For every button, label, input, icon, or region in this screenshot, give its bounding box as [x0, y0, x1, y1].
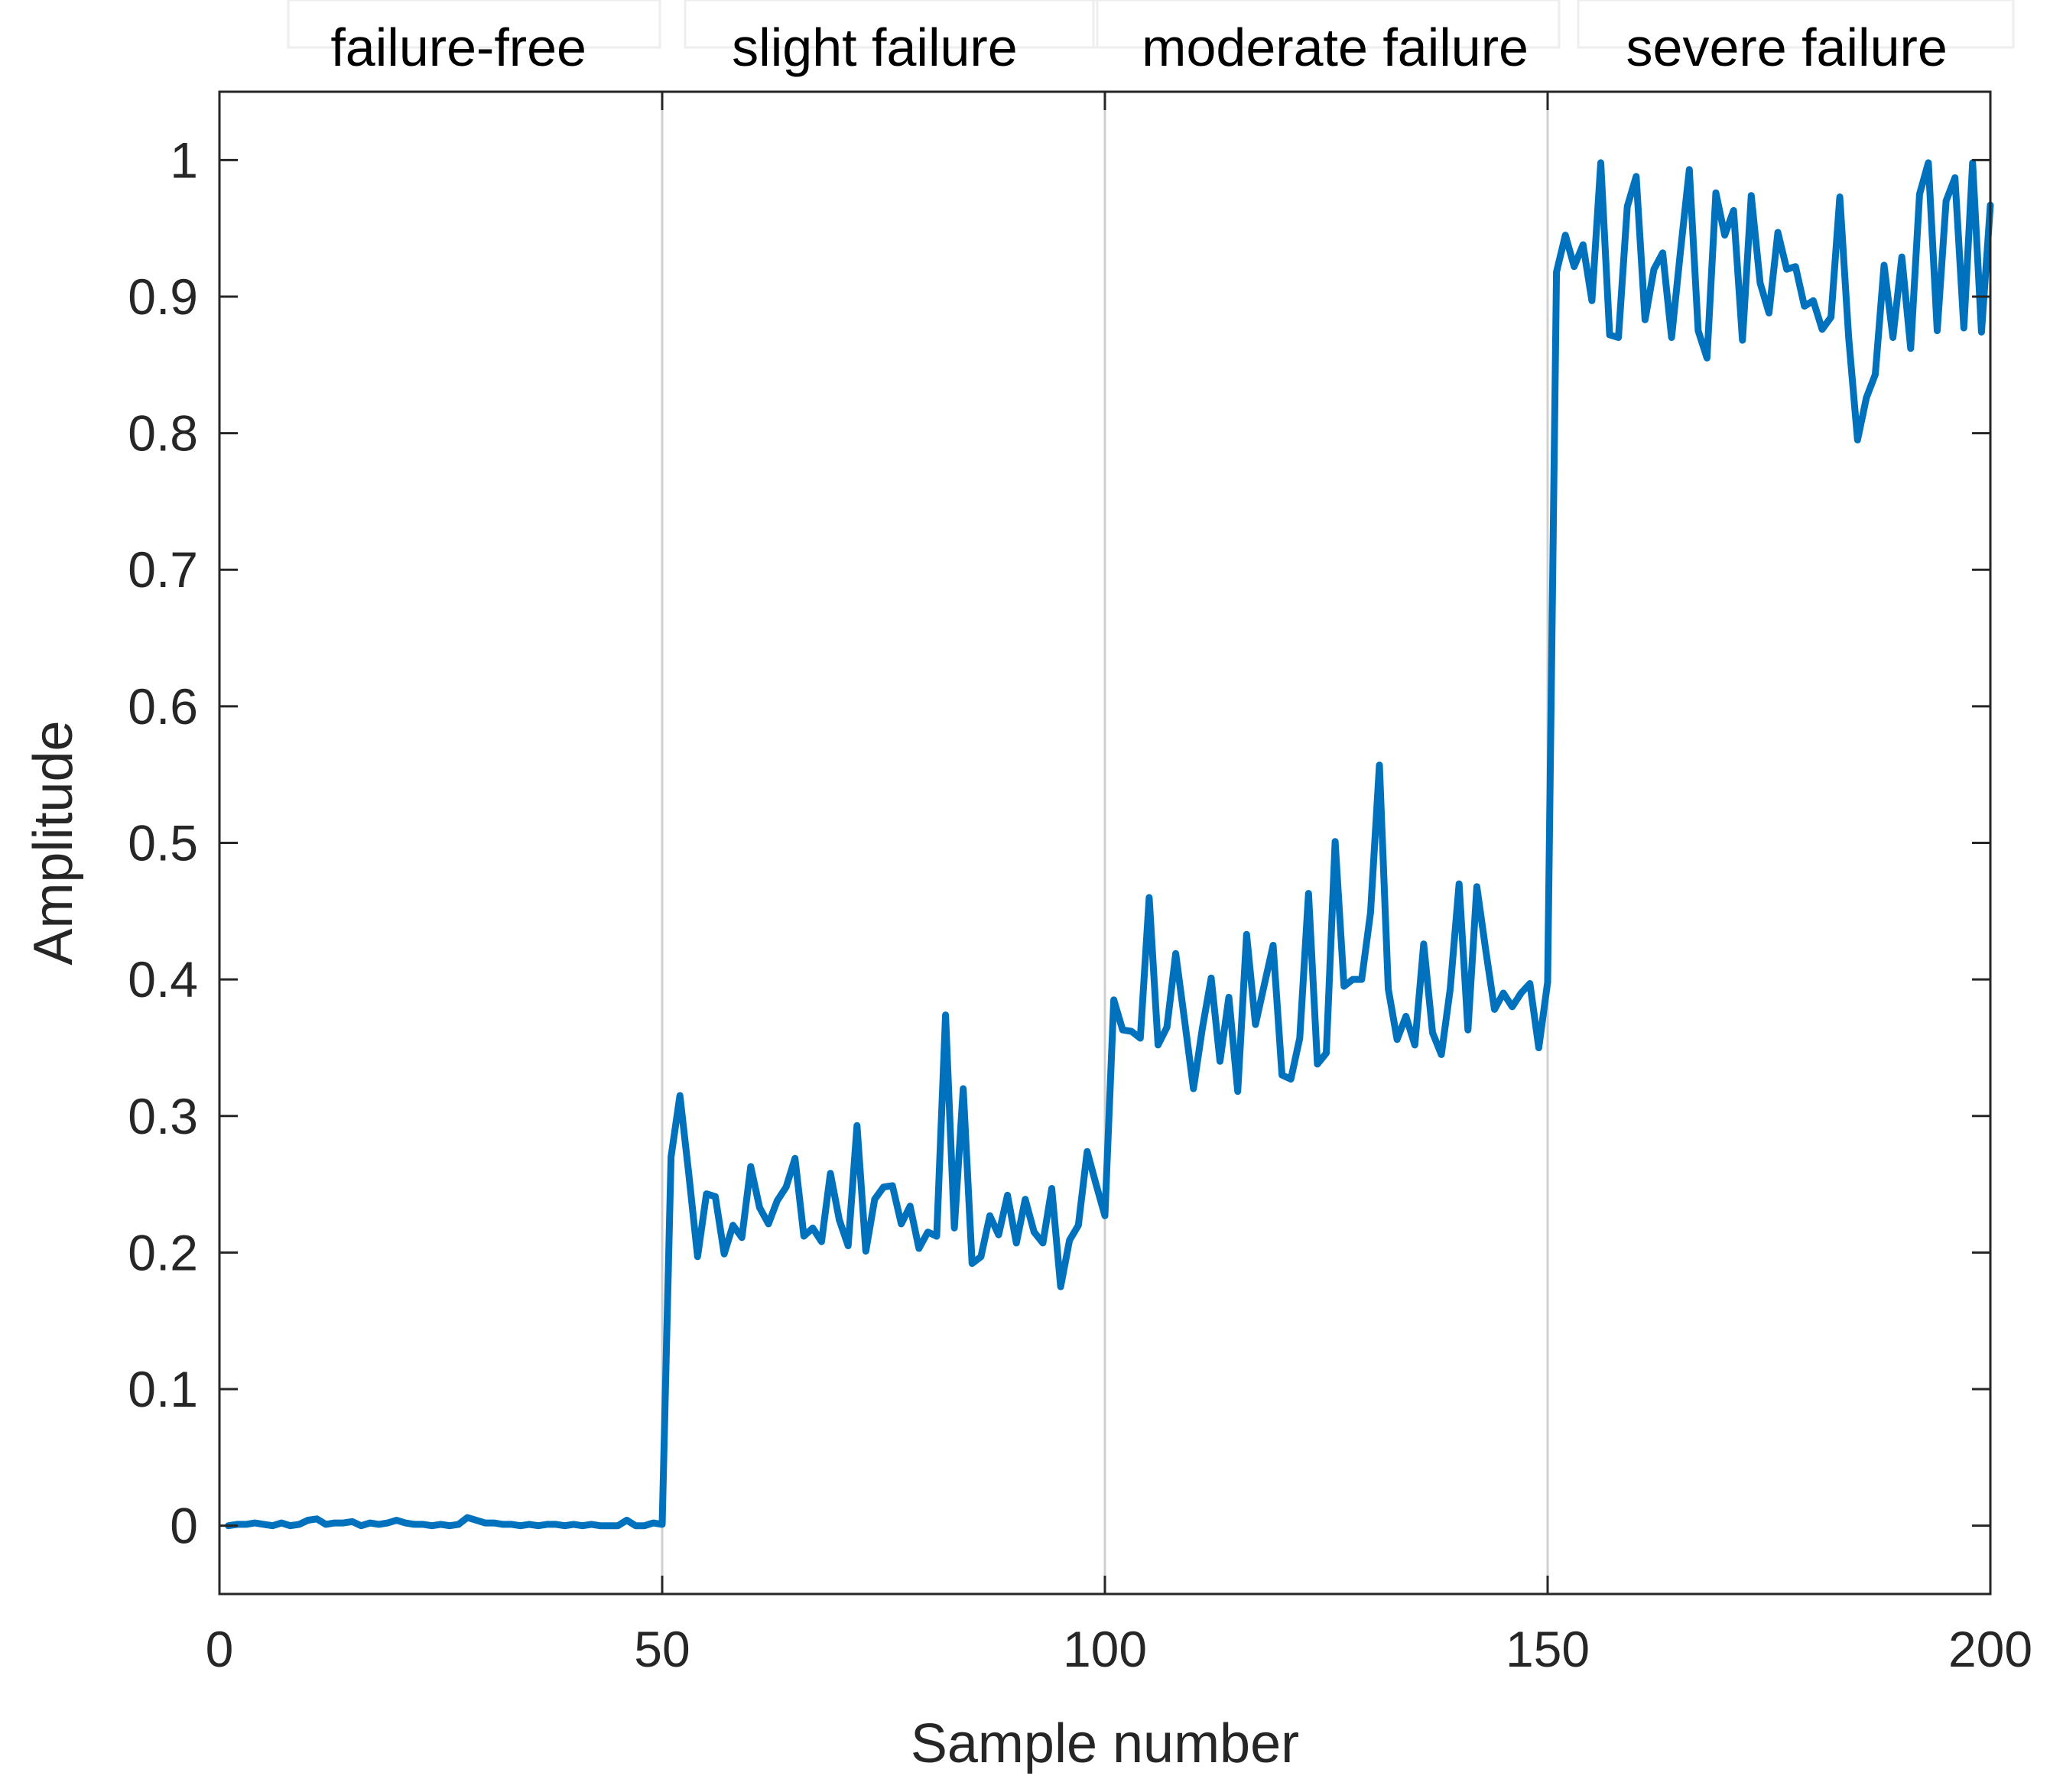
annotation-box: [684, 0, 1099, 49]
annotation-boxes: [287, 0, 2015, 49]
x-tick-label: 150: [1506, 1621, 1590, 1677]
y-tick-label: 0.8: [128, 405, 198, 462]
x-axis-label: Sample number: [911, 1713, 1299, 1774]
y-tick-label: 0.4: [128, 951, 198, 1008]
annotation-box: [287, 0, 661, 49]
y-tick-label: 0.2: [128, 1224, 198, 1281]
region-label: severe failure: [1626, 18, 1948, 77]
y-axis-ticks: 0 0.1 0.2 0.3 0.4 0.5 0.6 0.7 0.8 0.9 1: [128, 131, 1990, 1554]
y-tick-label: 0: [170, 1498, 198, 1554]
x-tick-label: 100: [1063, 1621, 1147, 1677]
x-tick-label: 0: [206, 1621, 234, 1677]
y-tick-label: 0.5: [128, 815, 198, 872]
y-tick-label: 0.9: [128, 268, 198, 325]
y-axis-label: Amplitude: [23, 720, 84, 965]
y-tick-label: 0.6: [128, 678, 198, 735]
y-tick-label: 1: [170, 131, 198, 188]
region-separators: [661, 92, 1549, 1594]
series-line: [225, 159, 1994, 1530]
series-layer: [225, 159, 1994, 1530]
x-tick-label: 50: [634, 1621, 690, 1677]
region-label: slight failure: [732, 18, 1018, 77]
y-tick-label: 0.3: [128, 1088, 198, 1144]
y-tick-label: 0.7: [128, 541, 198, 598]
annotations: failure-free slight failure moderate failu…: [330, 18, 1947, 77]
y-tick-label: 0.1: [128, 1361, 198, 1417]
x-axis-ticks: 0 50 100 150 200: [206, 92, 2032, 1677]
annotation-box: [1577, 0, 2015, 49]
x-tick-label: 200: [1948, 1621, 2032, 1677]
region-label: failure-free: [330, 18, 586, 77]
annotation-box: [1092, 0, 1561, 49]
region-label: moderate failure: [1142, 18, 1529, 77]
